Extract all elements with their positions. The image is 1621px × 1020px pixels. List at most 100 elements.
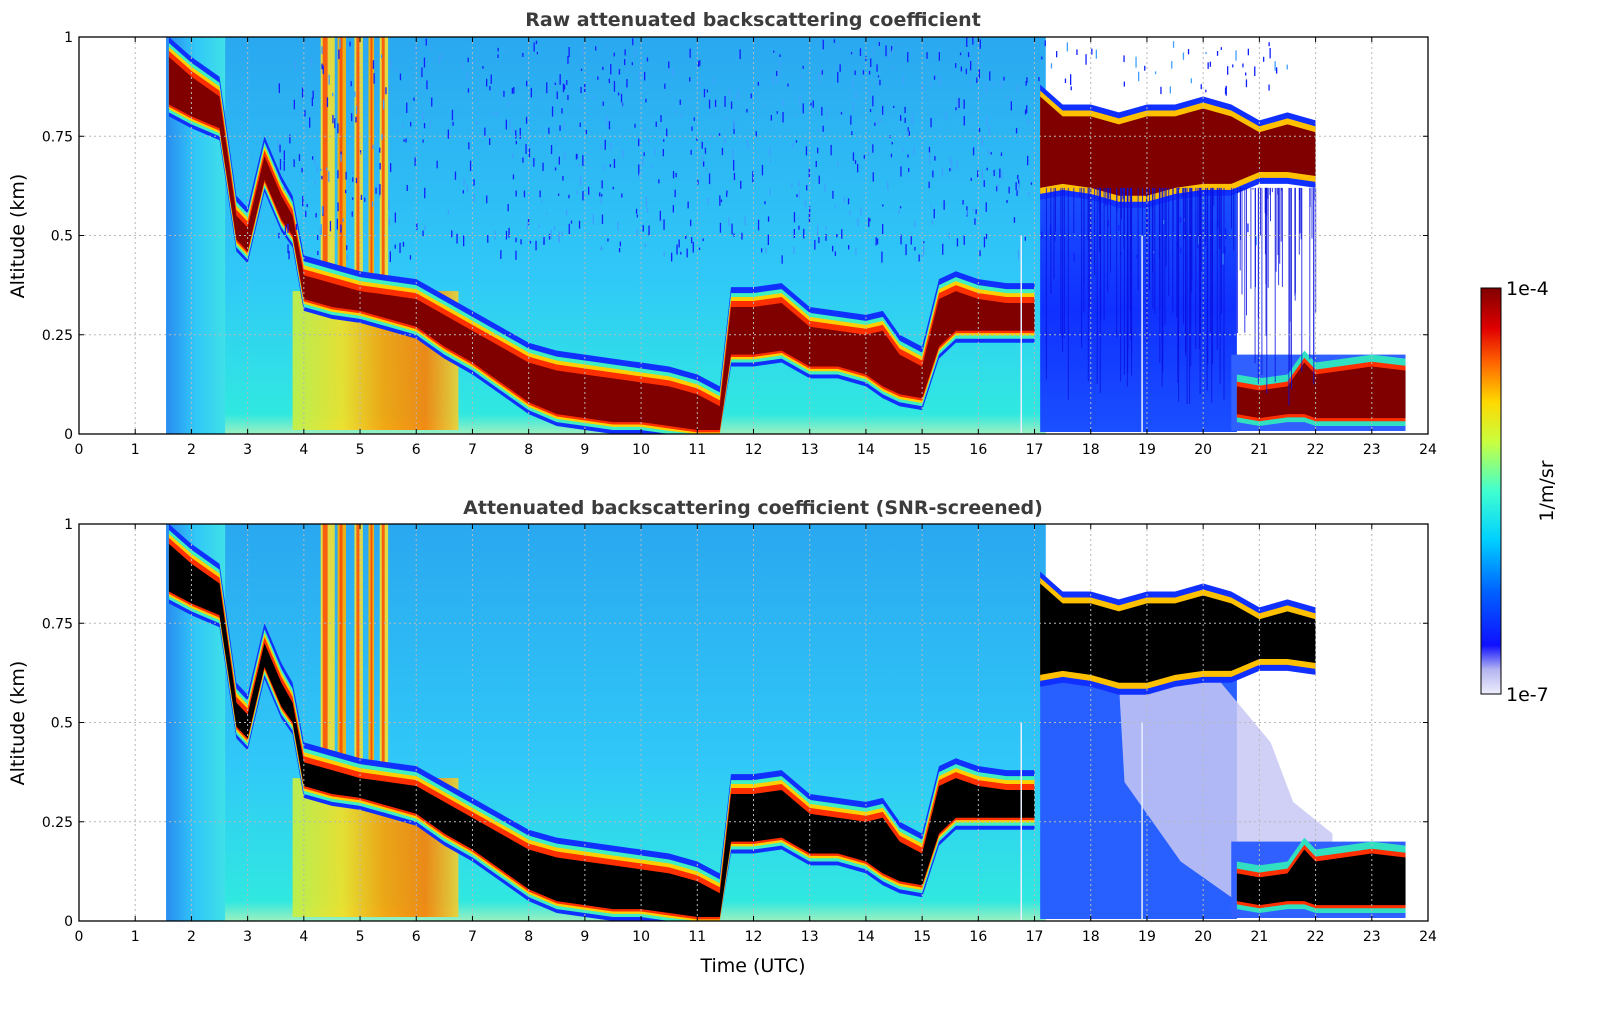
- noise-speckle: [278, 83, 280, 93]
- noise-speckle: [986, 167, 988, 171]
- noise-speckle: [394, 244, 396, 249]
- noise-speckle: [288, 251, 290, 260]
- noise-speckle: [1224, 87, 1227, 95]
- noise-speckle: [752, 171, 754, 183]
- noise-speckle: [579, 175, 582, 187]
- noise-speckle: [337, 123, 339, 134]
- noise-streak: [1146, 187, 1148, 343]
- noise-speckle: [414, 157, 416, 166]
- noise-speckle: [671, 252, 673, 262]
- x-tick-label: 0: [75, 442, 84, 458]
- noise-speckle: [1179, 217, 1182, 223]
- plume-core: [322, 37, 328, 296]
- noise-streak: [1067, 187, 1069, 400]
- noise-speckle: [993, 169, 995, 177]
- noise-speckle: [636, 214, 638, 218]
- noise-speckle: [959, 52, 962, 56]
- data-gap: [1020, 235, 1022, 434]
- noise-speckle: [1276, 67, 1278, 74]
- noise-speckle: [317, 250, 319, 256]
- noise-speckle: [390, 163, 392, 172]
- noise-speckle: [508, 227, 510, 238]
- noise-speckle: [876, 64, 878, 72]
- x-tick-label: 2: [187, 929, 196, 945]
- noise-speckle: [719, 195, 721, 206]
- noise-streak: [1261, 187, 1263, 376]
- noise-speckle: [834, 251, 836, 256]
- noise-speckle: [650, 165, 653, 168]
- y-axis-label-raw: Altitude (km): [7, 174, 29, 299]
- noise-speckle: [793, 229, 795, 238]
- noise-speckle: [339, 38, 341, 49]
- noise-speckle: [486, 195, 488, 204]
- x-tick-label: 22: [1307, 442, 1325, 458]
- noise-speckle: [974, 218, 976, 225]
- noise-speckle: [976, 59, 978, 67]
- noise-speckle: [814, 240, 816, 250]
- noise-speckle: [841, 229, 843, 239]
- noise-speckle: [798, 190, 800, 199]
- noise-streak: [1098, 187, 1100, 252]
- noise-speckle: [564, 152, 566, 161]
- noise-speckle: [326, 167, 328, 171]
- noise-speckle: [473, 179, 475, 186]
- noise-speckle: [719, 222, 722, 233]
- noise-speckle: [675, 110, 677, 114]
- noise-speckle: [1024, 109, 1027, 115]
- noise-speckle: [542, 162, 544, 171]
- noise-speckle: [985, 83, 987, 94]
- noise-speckle: [963, 99, 965, 109]
- noise-speckle: [607, 238, 609, 242]
- noise-speckle: [447, 129, 449, 139]
- noise-speckle: [644, 71, 646, 81]
- noise-speckle: [548, 233, 551, 240]
- noise-speckle: [497, 47, 499, 52]
- noise-speckle: [287, 223, 289, 233]
- noise-speckle: [349, 41, 351, 47]
- noise-speckle: [955, 107, 957, 111]
- noise-speckle: [486, 78, 488, 87]
- noise-speckle: [422, 230, 424, 237]
- noise-speckle: [859, 48, 862, 56]
- noise-speckle: [921, 254, 923, 259]
- noise-streak: [1177, 187, 1179, 383]
- noise-speckle: [804, 199, 806, 208]
- noise-speckle: [403, 139, 405, 142]
- noise-streak: [1060, 187, 1062, 337]
- noise-speckle: [986, 116, 988, 126]
- noise-speckle: [423, 123, 426, 129]
- noise-streak: [1126, 187, 1128, 202]
- noise-streak: [1210, 187, 1211, 333]
- noise-speckle: [655, 121, 657, 127]
- noise-streak: [1271, 187, 1273, 193]
- noise-speckle: [383, 99, 385, 110]
- noise-speckle: [337, 170, 339, 179]
- noise-speckle: [830, 144, 832, 156]
- noise-speckle: [857, 163, 859, 173]
- noise-speckle: [658, 179, 660, 184]
- noise-speckle: [876, 238, 879, 245]
- noise-speckle: [364, 197, 366, 202]
- noise-speckle: [1225, 228, 1227, 240]
- noise-speckle: [467, 88, 470, 93]
- noise-speckle: [346, 245, 348, 251]
- noise-speckle: [870, 58, 872, 67]
- noise-speckle: [1254, 66, 1256, 76]
- x-tick-label: 23: [1363, 929, 1381, 945]
- noise-speckle: [812, 100, 814, 108]
- y-tick-label: 0: [64, 427, 73, 443]
- noise-speckle: [802, 65, 804, 69]
- plume-core: [339, 524, 343, 783]
- noise-speckle: [730, 101, 733, 109]
- noise-speckle: [421, 67, 423, 78]
- noise-speckle: [764, 103, 766, 106]
- noise-speckle: [608, 121, 611, 130]
- noise-speckle: [639, 72, 641, 81]
- noise-speckle: [1054, 232, 1056, 242]
- noise-speckle: [396, 68, 398, 73]
- x-ticks-screened: 0 1 2 3 4 5 6 7 8 9 10 11 12 13 14 15 16 17 18 19 20 21 22 23 24: [75, 524, 1437, 945]
- noise-streak: [1110, 187, 1111, 273]
- noise-speckle: [1247, 223, 1249, 233]
- noise-speckle: [399, 242, 401, 253]
- noise-speckle: [746, 140, 749, 150]
